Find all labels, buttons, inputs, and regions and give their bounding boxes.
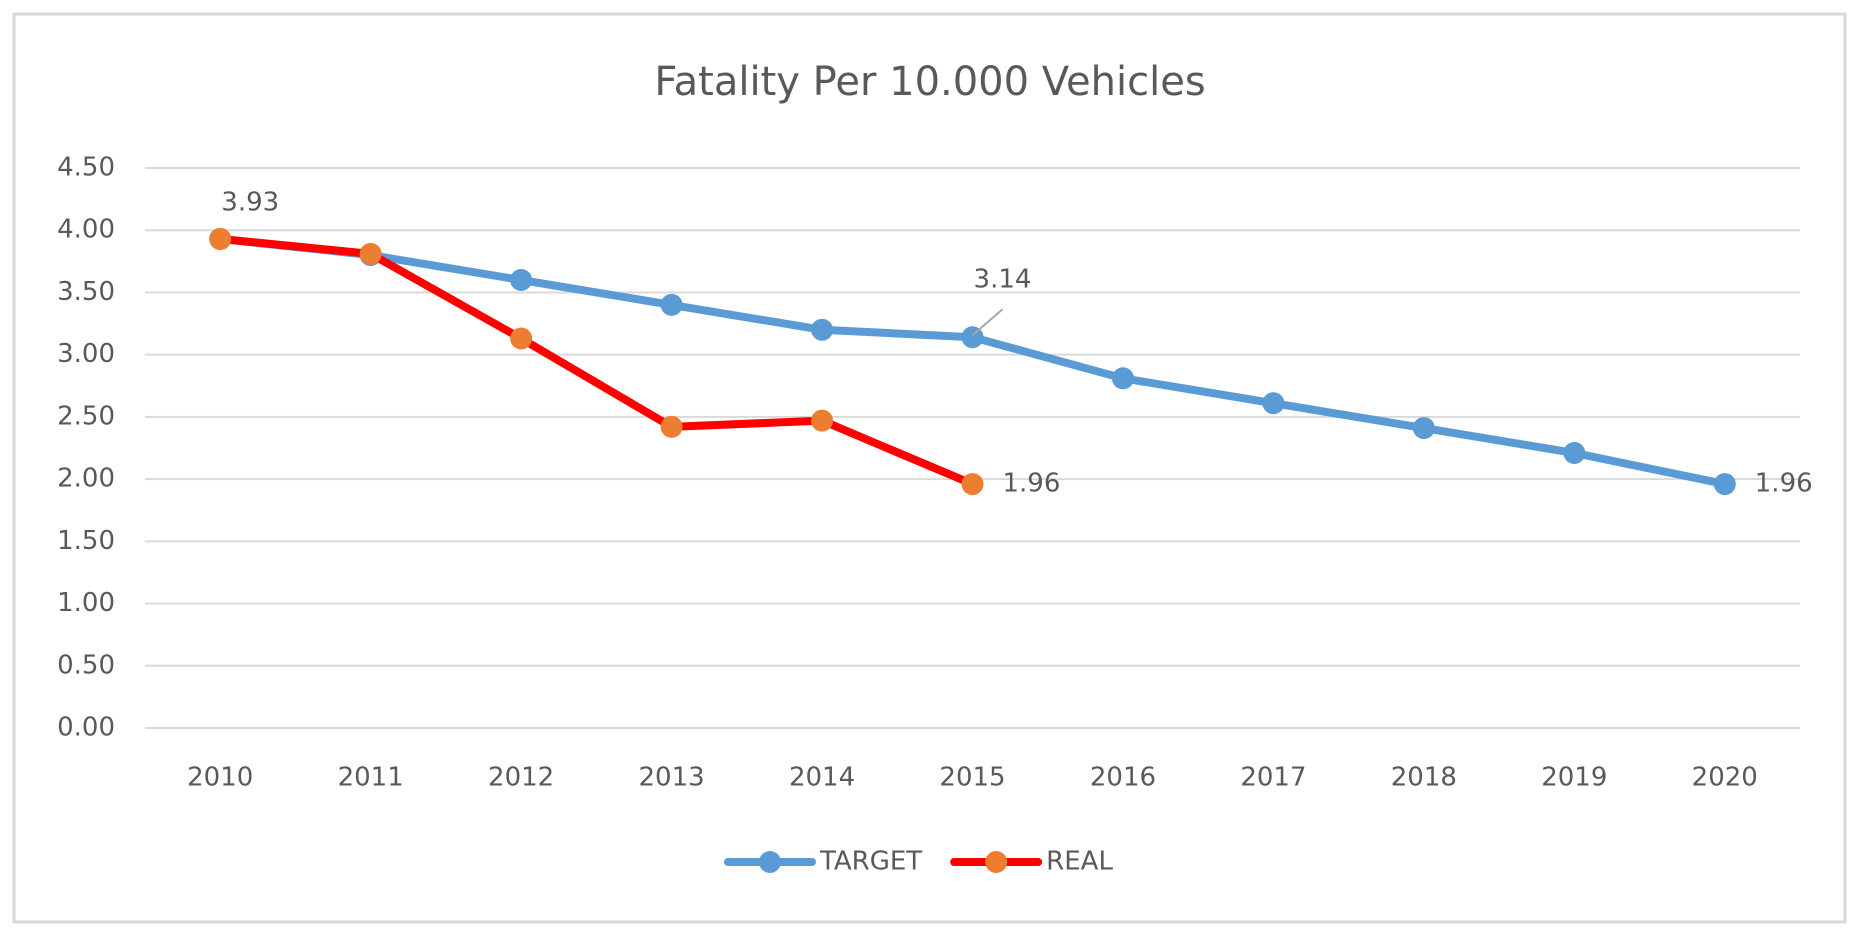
x-tick-label: 2016 [1090,763,1156,793]
marker [811,318,834,341]
y-tick-label: 4.00 [57,215,115,245]
marker [1563,441,1586,464]
marker [811,409,834,432]
data-label: 1.96 [1003,469,1061,499]
y-tick-label: 1.50 [57,526,115,556]
legend-marker [759,851,781,873]
x-tick-label: 2020 [1692,763,1758,793]
legend-label: REAL [1046,847,1113,877]
leader-line [971,308,1004,337]
data-label: 3.93 [221,187,279,217]
data-label: 3.14 [974,265,1032,295]
x-tick-label: 2014 [789,763,855,793]
marker [1412,417,1435,440]
x-tick-label: 2015 [939,763,1005,793]
x-tick-label: 2019 [1541,763,1607,793]
marker [961,473,984,496]
y-tick-label: 0.00 [57,713,115,743]
series-line [216,234,977,489]
marker [359,242,382,265]
marker [510,269,533,291]
marker [1262,392,1285,415]
x-tick-label: 2010 [187,763,253,793]
data-label: 1.96 [1755,469,1813,499]
marker [1713,473,1736,496]
y-tick-label: 1.00 [57,588,115,618]
chart-title: Fatality Per 10.000 Vehicles [654,59,1205,105]
y-tick-label: 3.00 [57,339,115,369]
y-tick-label: 2.00 [57,464,115,494]
marker [660,415,683,438]
legend-marker [985,851,1008,873]
marker [510,327,533,350]
marker [660,293,683,316]
legend-label: TARGET [819,847,922,877]
marker [209,227,232,250]
y-tick-label: 2.50 [57,401,115,431]
x-tick-label: 2012 [488,763,554,793]
marker [1111,367,1134,390]
y-tick-label: 3.50 [57,277,115,307]
x-tick-label: 2011 [338,763,404,793]
y-tick-label: 4.50 [57,153,115,183]
y-tick-label: 0.50 [57,650,115,680]
x-tick-label: 2018 [1391,763,1457,793]
x-tick-label: 2013 [639,763,705,793]
x-tick-label: 2017 [1240,763,1306,793]
